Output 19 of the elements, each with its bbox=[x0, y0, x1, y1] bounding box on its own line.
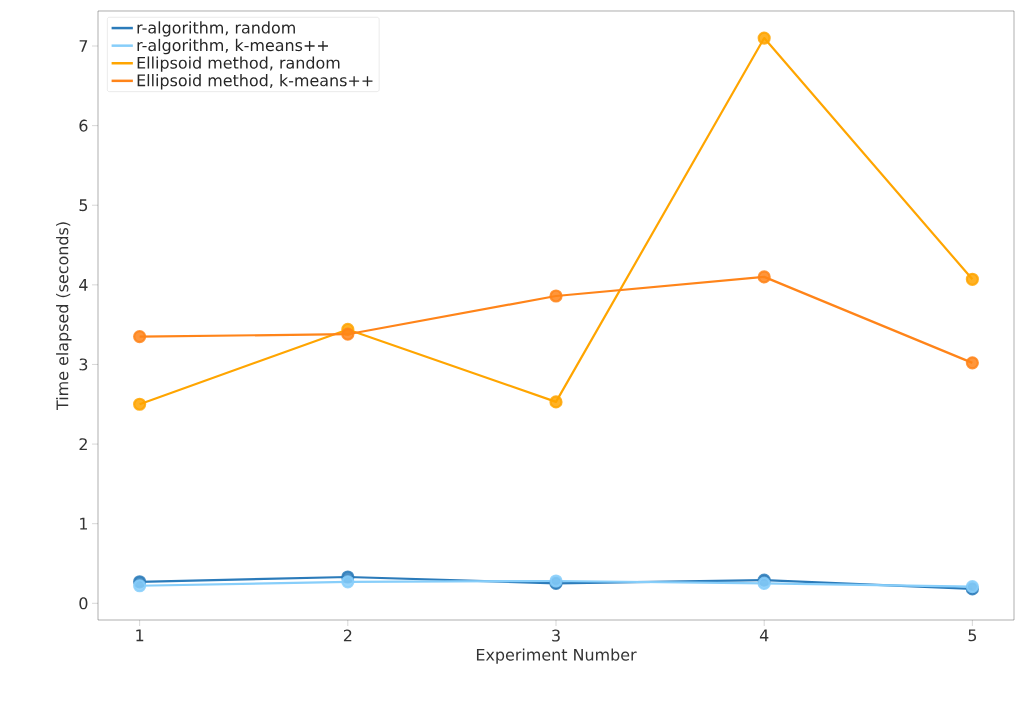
x-tick-label: 1 bbox=[136, 629, 144, 642]
y-tick-label: 0 bbox=[79, 597, 88, 610]
x-tick-label: 2 bbox=[343, 629, 352, 642]
y-axis-title: Time elapsed (seconds) bbox=[56, 222, 72, 411]
x-axis-title: Experiment Number bbox=[476, 648, 637, 664]
legend-label: Ellipsoid method, random bbox=[137, 56, 340, 72]
y-tick-label: 5 bbox=[79, 199, 88, 212]
y-tick-label: 7 bbox=[79, 40, 88, 52]
x-tick-label: 4 bbox=[759, 629, 769, 642]
x-tick-label: 3 bbox=[552, 629, 560, 642]
x-tick-label: 5 bbox=[968, 629, 977, 642]
legend-label: r-algorithm, random bbox=[137, 21, 295, 37]
y-tick-label: 3 bbox=[79, 358, 88, 371]
y-tick-label: 4 bbox=[79, 279, 88, 291]
y-tick-label: 1 bbox=[80, 517, 88, 530]
y-tick-label: 6 bbox=[79, 119, 88, 132]
legend-label: r-algorithm, k-means++ bbox=[137, 38, 328, 55]
y-tick-label: 2 bbox=[79, 438, 87, 450]
legend-label: Ellipsoid method, k-means++ bbox=[137, 74, 373, 90]
